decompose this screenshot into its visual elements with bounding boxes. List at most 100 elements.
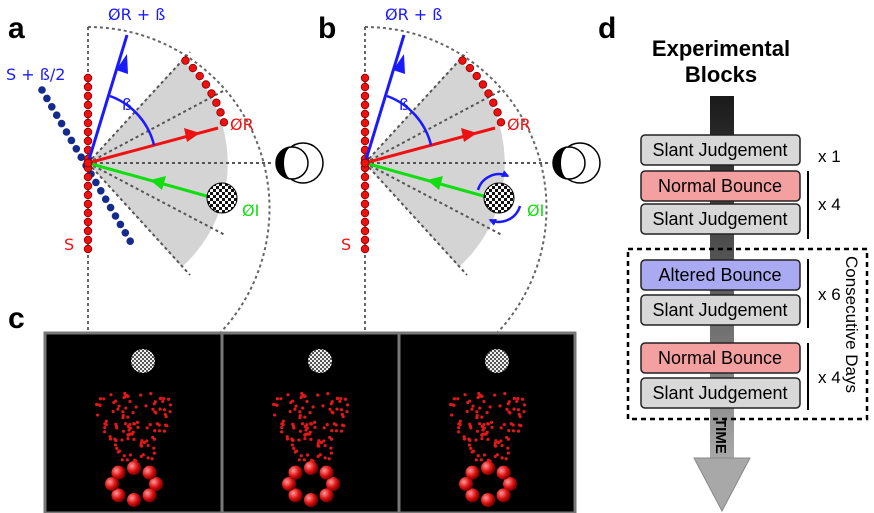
scatter-dot	[132, 422, 136, 426]
ball-icon	[131, 349, 155, 373]
scatter-dot	[274, 403, 278, 407]
scatter-dot	[507, 428, 511, 433]
scatter-dot	[465, 409, 469, 414]
scatter-dot	[469, 446, 473, 450]
scatter-dot	[124, 393, 129, 398]
eye-icon	[552, 142, 601, 184]
scatter-dot	[121, 429, 126, 433]
scatter-dot	[153, 410, 157, 414]
surface-dot	[360, 244, 370, 254]
surface-dot	[83, 100, 93, 110]
tilted-surface-dot	[116, 220, 125, 229]
scatter-dot	[161, 399, 165, 404]
scatter-dot	[503, 391, 507, 396]
block-normal: Normal Bounce	[640, 342, 801, 374]
scatter-dot	[95, 413, 100, 417]
scatter-dot	[339, 408, 344, 412]
surface-dot	[83, 127, 93, 137]
stimulus-frame	[95, 349, 173, 507]
scatter-dot	[114, 424, 118, 428]
scatter-dot	[512, 407, 516, 411]
scatter-dot	[281, 419, 285, 423]
origin-dot	[360, 158, 370, 168]
scatter-dot	[131, 410, 135, 415]
scatter-dot	[495, 453, 499, 457]
scatter-dot	[340, 412, 344, 416]
ring-sphere	[282, 477, 296, 491]
ring-sphere	[111, 488, 126, 503]
surface-dot	[360, 235, 370, 245]
scatter-dot	[322, 439, 326, 443]
scatter-dot	[102, 397, 106, 401]
ring-sphere	[304, 461, 318, 475]
scatter-dot	[516, 408, 521, 412]
tilted-surface-dot	[97, 187, 105, 195]
scatter-dot	[132, 437, 136, 441]
spin-arrow-icon	[488, 205, 522, 226]
ball-icon	[206, 182, 238, 214]
blue-arrowhead	[116, 54, 128, 74]
label-incident: ØI	[242, 201, 259, 220]
scatter-dot	[325, 422, 329, 427]
scatter-dot	[300, 422, 305, 426]
blocks-title-line1: Experimental	[652, 36, 790, 61]
surface-dot	[83, 82, 93, 92]
ring-sphere	[319, 465, 334, 480]
scatter-dot	[342, 424, 346, 428]
surface-dot	[360, 181, 370, 191]
scatter-dot	[505, 407, 509, 411]
scatter-dot	[330, 410, 334, 414]
arc-dot	[465, 63, 475, 73]
scatter-dot	[475, 429, 480, 433]
scatter-dot	[130, 432, 134, 436]
surface-dot	[360, 217, 370, 227]
scatter-dot	[303, 437, 307, 441]
scatter-dot	[500, 443, 504, 448]
scatter-dot	[309, 422, 313, 426]
block-list: Slant Judgement Normal Bounce Slant Judgem…	[640, 134, 801, 409]
ring-sphere	[288, 488, 303, 503]
scatter-dot	[339, 429, 344, 433]
scatter-dot	[493, 393, 497, 397]
ring-sphere	[459, 477, 473, 491]
scatter-dot	[485, 410, 489, 415]
scatter-dot	[114, 438, 118, 442]
surface-dot	[83, 208, 93, 218]
scatter-dot	[512, 396, 517, 401]
surface-dot	[83, 244, 93, 254]
incident-arrow	[364, 161, 488, 199]
scatter-dot	[121, 414, 125, 418]
scatter-dot	[153, 428, 157, 433]
scatter-dot	[328, 435, 332, 440]
ring-sphere	[142, 465, 157, 480]
scatter-dot	[292, 446, 296, 450]
tilted-surface-dot	[57, 119, 66, 128]
reflected-plus-beta-arrow	[86, 34, 129, 164]
tilted-surface-dot	[101, 195, 110, 203]
scatter-dot	[124, 406, 128, 410]
scatter-dot	[474, 438, 478, 442]
scatter-dot	[516, 429, 521, 433]
ball-icon	[308, 349, 332, 373]
scatter-dot	[522, 410, 526, 414]
scatter-dot	[335, 396, 340, 401]
scatter-dot	[480, 415, 484, 419]
ring-sphere	[465, 465, 480, 480]
scatter-dot	[302, 458, 307, 462]
scatter-dot	[317, 439, 321, 443]
scatter-dot	[291, 424, 295, 428]
scatter-dot	[162, 396, 166, 401]
surface-dot	[360, 118, 370, 128]
scatter-dot	[157, 423, 161, 427]
scatter-dot	[308, 410, 312, 415]
scatter-dot	[289, 400, 293, 405]
green-arrowhead	[150, 176, 166, 190]
block-slant: Slant Judgement	[640, 203, 801, 235]
scatter-dot	[467, 443, 472, 447]
scatter-dot	[146, 443, 150, 448]
scatter-dot	[330, 400, 334, 404]
red-arrowhead	[461, 128, 477, 142]
scatter-dot	[316, 393, 320, 397]
scatter-dot	[319, 440, 323, 445]
scatter-dot	[329, 446, 333, 450]
